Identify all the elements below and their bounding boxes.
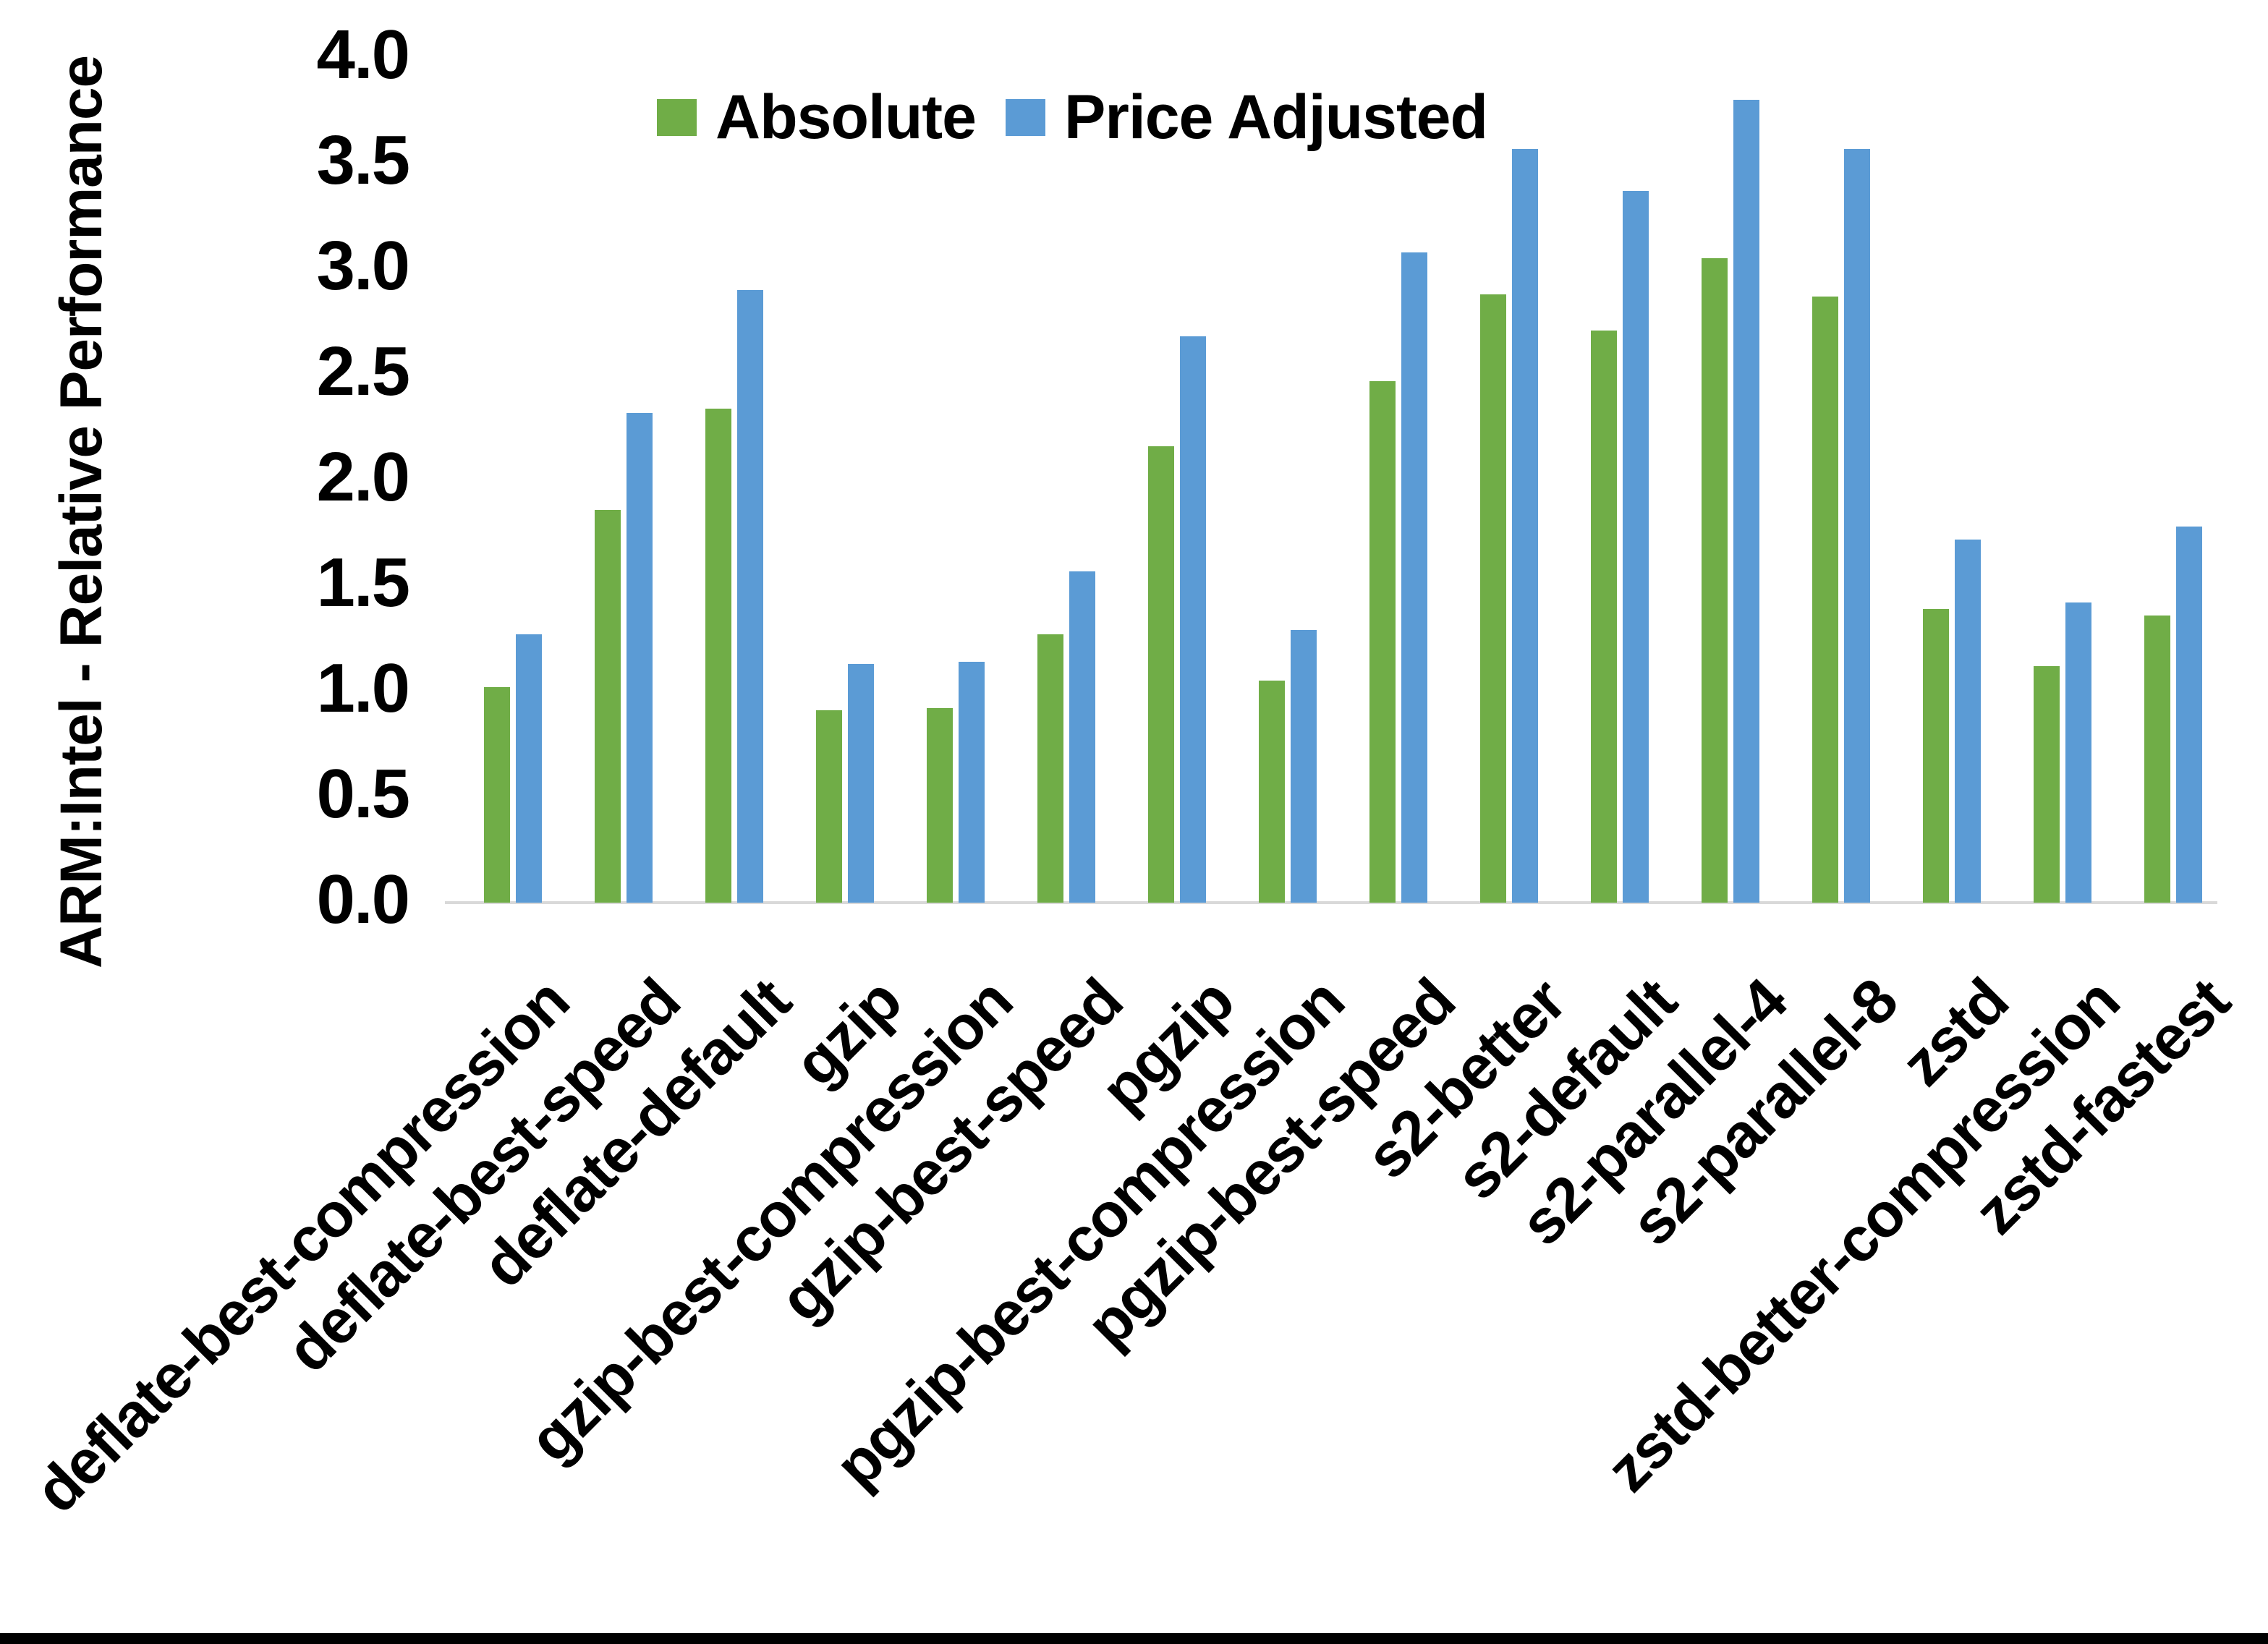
legend-swatch-price-adjusted: [1006, 98, 1045, 136]
y-tick-2.5: 2.5: [316, 333, 410, 411]
bar-price-adjusted-s2-default: [1623, 191, 1649, 903]
bar-absolute-zstd-fastest: [2144, 616, 2170, 903]
y-tick-1.0: 1.0: [316, 649, 410, 728]
bar-absolute-zstd: [1923, 609, 1949, 903]
y-tick-1.5: 1.5: [316, 544, 410, 622]
y-tick-0.5: 0.5: [316, 755, 410, 833]
bar-absolute-s2-default: [1591, 331, 1617, 903]
bar-price-adjusted-zstd: [1955, 540, 1981, 903]
bar-price-adjusted-gzip: [848, 664, 874, 903]
bar-price-adjusted-s2-parallel-4: [1733, 100, 1759, 903]
y-tick-0.0: 0.0: [316, 861, 410, 939]
bar-absolute-pgzip-best-speed: [1369, 381, 1396, 903]
bar-absolute-pgzip: [1148, 446, 1174, 903]
bar-absolute-s2-better: [1480, 294, 1506, 903]
bar-absolute-deflate-best-speed: [595, 510, 621, 903]
legend-item-absolute: Absolute: [657, 86, 977, 148]
legend-label-absolute: Absolute: [715, 82, 977, 152]
bar-absolute-gzip-best-compression: [927, 708, 953, 903]
bar-price-adjusted-pgzip-best-speed: [1401, 252, 1427, 903]
bar-price-adjusted-gzip-best-compression: [959, 662, 985, 903]
bar-absolute-gzip: [816, 710, 842, 903]
bar-price-adjusted-zstd-fastest: [2176, 527, 2202, 903]
bar-price-adjusted-pgzip-best-compression: [1291, 630, 1317, 903]
bar-absolute-deflate-default: [705, 409, 731, 903]
bar-price-adjusted-gzip-best-speed: [1069, 571, 1095, 903]
bar-absolute-pgzip-best-compression: [1259, 681, 1285, 903]
y-tick-2.0: 2.0: [316, 438, 410, 516]
bar-price-adjusted-deflate-default: [737, 290, 763, 903]
bar-price-adjusted-pgzip: [1180, 336, 1206, 903]
y-tick-3.0: 3.0: [316, 227, 410, 305]
bottom-border-bar: [0, 1633, 2268, 1644]
y-tick-3.5: 3.5: [316, 122, 410, 200]
bar-absolute-s2-parallel-8: [1812, 297, 1838, 903]
bar-absolute-s2-parallel-4: [1702, 258, 1728, 903]
bar-absolute-zstd-better-compression: [2034, 666, 2060, 903]
bar-price-adjusted-deflate-best-compression: [516, 634, 542, 903]
bar-price-adjusted-s2-better: [1512, 149, 1538, 903]
bar-price-adjusted-deflate-best-speed: [627, 413, 653, 903]
y-tick-4.0: 4.0: [316, 16, 410, 94]
bar-absolute-deflate-best-compression: [484, 687, 510, 903]
legend-swatch-absolute: [657, 98, 697, 136]
bar-absolute-gzip-best-speed: [1037, 634, 1063, 903]
bar-price-adjusted-zstd-better-compression: [2065, 602, 2091, 903]
x-axis-line: [445, 901, 2217, 904]
legend-label-price-adjusted: Price Adjusted: [1064, 82, 1488, 152]
bar-price-adjusted-s2-parallel-8: [1844, 149, 1870, 903]
legend-item-price-adjusted: Price Adjusted: [1006, 86, 1488, 148]
